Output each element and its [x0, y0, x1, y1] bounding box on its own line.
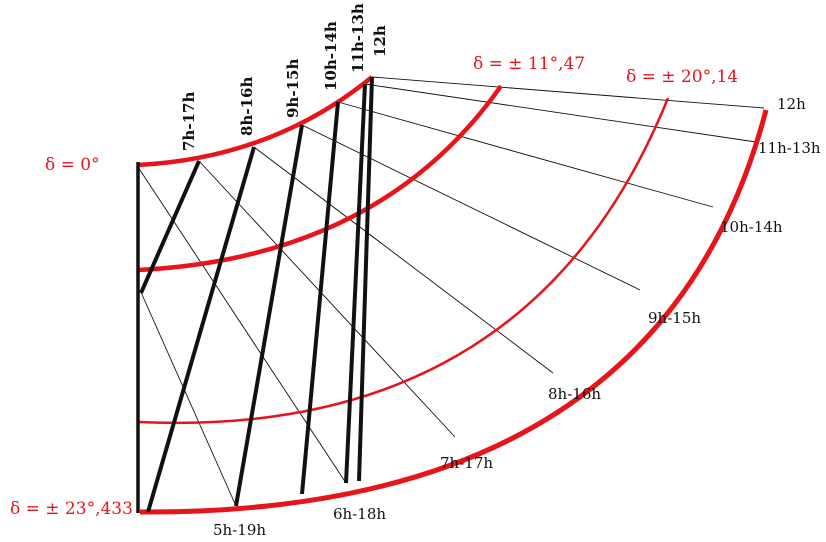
top-hour-label-11h-13h: 11h-13h: [349, 3, 367, 73]
hour-line-10h-14h-thick: [300, 101, 340, 495]
right-hour-label-5h-19h: 5h-19h: [213, 521, 266, 539]
hour-line-12h-thick: [357, 76, 374, 482]
right-hour-label-group: 12h 11h-13h 10h-14h 9h-15h 8h-16h 7h-17h…: [213, 95, 821, 539]
right-hour-label-10h-14h: 10h-14h: [720, 218, 783, 236]
hour-line-8h-16h-thick: [146, 146, 256, 513]
thin-hour-lines: [137, 76, 765, 507]
hour-line-9h-15h-thick: [234, 124, 304, 507]
right-hour-label-6h-18h: 6h-18h: [333, 505, 386, 523]
declination-label-11-47: δ = ± 11°,47: [473, 54, 585, 74]
right-hour-label-8h-16h: 8h-16h: [548, 385, 601, 403]
top-hour-label-7h-17h: 7h-17h: [180, 92, 198, 151]
hour-line-10h-14h-thin: [337, 101, 714, 208]
hour-line-12h-thin: [371, 76, 765, 109]
declination-label-23-433: δ = ± 23°,433: [10, 499, 133, 519]
arc-delta-20-14: [137, 97, 670, 425]
top-hour-label-8h-16h: 8h-16h: [238, 77, 256, 136]
arc-delta-23-433: [139, 109, 769, 515]
hour-line-7h-17h-thick: [139, 160, 201, 294]
hour-line-8h-16h-thin: [253, 146, 554, 374]
hour-line-11h-13h-thick: [344, 83, 367, 484]
top-hour-label-group: 7h-17h 8h-16h 9h-15h 10h-14h 11h-13h 12h: [180, 3, 389, 151]
hour-line-7h-17h-thin: [198, 160, 456, 438]
declination-label-group: δ = 0° δ = ± 11°,47 δ = ± 20°,14 δ = ± 2…: [10, 54, 738, 519]
right-hour-label-11h-13h: 11h-13h: [758, 139, 821, 157]
right-hour-label-12h: 12h: [777, 95, 806, 113]
hour-line-9h-15h-thin: [301, 124, 641, 291]
right-hour-label-9h-15h: 9h-15h: [648, 309, 701, 327]
arc-delta-11-47: [137, 84, 503, 273]
top-hour-label-10h-14h: 10h-14h: [322, 21, 340, 91]
hour-line-5h-19h-thin: [139, 289, 237, 507]
declination-label-0: δ = 0°: [45, 155, 100, 175]
hour-line-11h-13h-thin: [364, 83, 757, 143]
declination-arcs: [137, 75, 769, 515]
right-hour-label-7h-17h: 7h-17h: [440, 454, 493, 472]
thick-hour-lines: [139, 76, 374, 513]
top-hour-label-12h: 12h: [371, 25, 389, 57]
arc-delta-0: [137, 75, 374, 168]
declination-label-20-14: δ = ± 20°,14: [626, 67, 738, 87]
top-hour-label-9h-15h: 9h-15h: [284, 59, 302, 118]
